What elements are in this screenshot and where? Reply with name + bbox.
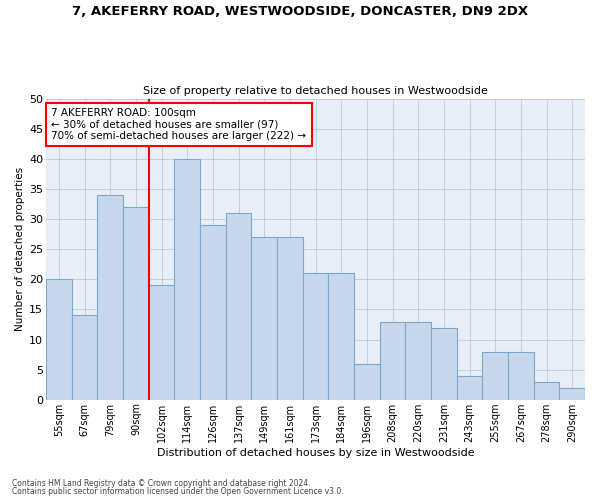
Bar [354, 364, 380, 400]
Bar [175, 159, 200, 400]
Bar [559, 388, 585, 400]
Bar [46, 280, 72, 400]
Text: 7 AKEFERRY ROAD: 100sqm
← 30% of detached houses are smaller (97)
70% of semi-de: 7 AKEFERRY ROAD: 100sqm ← 30% of detache… [52, 108, 307, 142]
Bar [380, 322, 406, 400]
Bar [508, 352, 533, 400]
Bar [251, 238, 277, 400]
Bar [123, 208, 149, 400]
Bar [226, 214, 251, 400]
Bar [97, 196, 123, 400]
Bar [533, 382, 559, 400]
Bar [431, 328, 457, 400]
X-axis label: Distribution of detached houses by size in Westwoodside: Distribution of detached houses by size … [157, 448, 475, 458]
Bar [72, 316, 97, 400]
Bar [482, 352, 508, 400]
Text: Contains public sector information licensed under the Open Government Licence v3: Contains public sector information licen… [12, 487, 344, 496]
Text: Contains HM Land Registry data © Crown copyright and database right 2024.: Contains HM Land Registry data © Crown c… [12, 478, 311, 488]
Text: 7, AKEFERRY ROAD, WESTWOODSIDE, DONCASTER, DN9 2DX: 7, AKEFERRY ROAD, WESTWOODSIDE, DONCASTE… [72, 5, 528, 18]
Bar [149, 286, 175, 400]
Y-axis label: Number of detached properties: Number of detached properties [15, 168, 25, 332]
Bar [200, 226, 226, 400]
Bar [303, 274, 328, 400]
Bar [277, 238, 303, 400]
Bar [457, 376, 482, 400]
Bar [406, 322, 431, 400]
Bar [328, 274, 354, 400]
Title: Size of property relative to detached houses in Westwoodside: Size of property relative to detached ho… [143, 86, 488, 96]
